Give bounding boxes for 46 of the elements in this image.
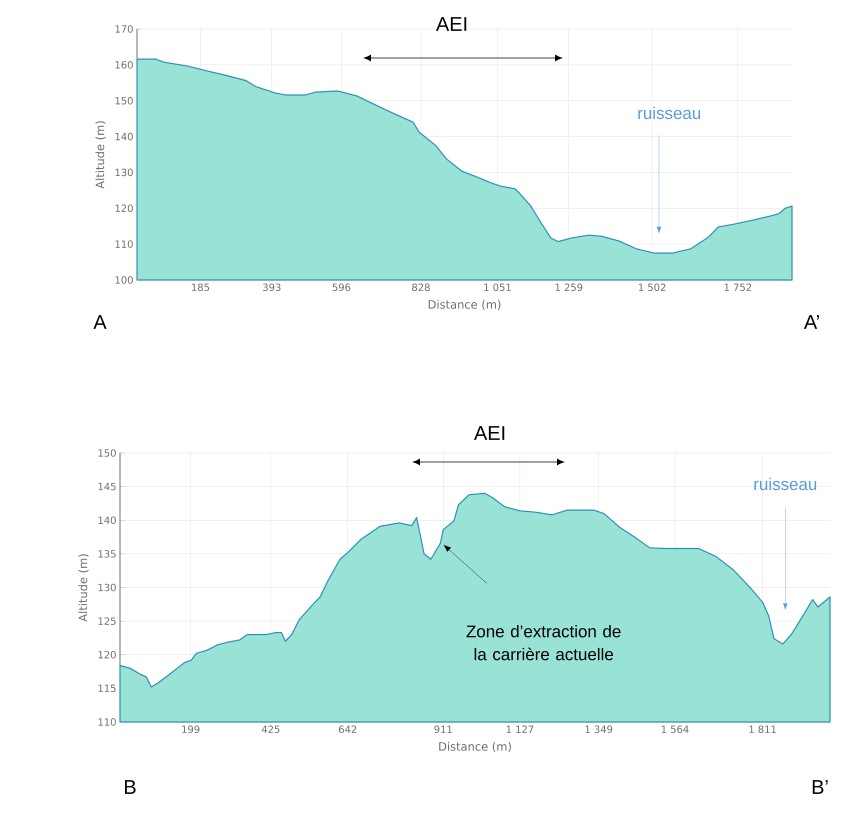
y-axis-title: Altitude (m) xyxy=(78,554,89,622)
x-axis-title: Distance (m) xyxy=(428,300,500,310)
y-tick-label: 115 xyxy=(98,684,116,692)
annotation: AEI xyxy=(436,17,466,31)
y-tick-label: 125 xyxy=(98,617,116,625)
text: B xyxy=(125,780,136,794)
y-tick-label: 120 xyxy=(98,650,116,659)
x-tick-label: 1 811 xyxy=(749,726,776,734)
x-tick-label: 1 752 xyxy=(724,284,752,292)
x-tick-label: 642 xyxy=(338,726,356,734)
y-tick-label: 100 xyxy=(116,276,133,284)
x-tick-label: 1 259 xyxy=(556,284,582,292)
text: AEI xyxy=(474,426,504,440)
y-tick-label: 140 xyxy=(116,132,133,140)
x-tick-label: 911 xyxy=(434,726,452,734)
y-tick-label: 140 xyxy=(98,516,116,524)
y-tick-label: 110 xyxy=(98,718,116,726)
y-tick-label: 150 xyxy=(116,96,133,104)
x-tick-label: 1 564 xyxy=(662,726,689,734)
y-tick-label: 120 xyxy=(116,204,133,212)
x-tick-label: 1 349 xyxy=(585,726,612,734)
text: B’ xyxy=(812,780,828,794)
y-tick-label: 160 xyxy=(116,61,133,69)
annotation: ruisseau xyxy=(638,106,700,120)
x-tick-label: 596 xyxy=(332,284,350,292)
x-tick-label: 425 xyxy=(262,726,280,734)
y-tick-label: 170 xyxy=(116,25,133,33)
y-tick-label: 135 xyxy=(98,550,116,558)
x-tick-label: 1 127 xyxy=(506,726,534,733)
y-tick-label: 110 xyxy=(116,240,133,248)
y-tick-label: 130 xyxy=(98,584,116,592)
x-tick-label: 199 xyxy=(182,726,200,734)
x-axis-title: Distance (m) xyxy=(439,742,511,752)
x-tick-label: 1 051 xyxy=(484,284,511,292)
annotation: ruisseau xyxy=(754,478,816,490)
x-tick-label: 185 xyxy=(192,284,210,292)
text: A xyxy=(93,315,107,329)
y-tick-label: 150 xyxy=(98,449,116,457)
x-tick-label: 1 502 xyxy=(638,284,666,292)
text: A’ xyxy=(804,315,819,329)
annotation: Zone d’extraction de la carrière actuelle xyxy=(466,624,621,660)
y-axis-title: Altitude (m) xyxy=(95,121,106,189)
x-tick-label: 393 xyxy=(263,284,280,292)
x-tick-label: 828 xyxy=(412,284,430,292)
y-tick-label: 145 xyxy=(98,482,116,490)
y-tick-label: 130 xyxy=(116,168,133,176)
